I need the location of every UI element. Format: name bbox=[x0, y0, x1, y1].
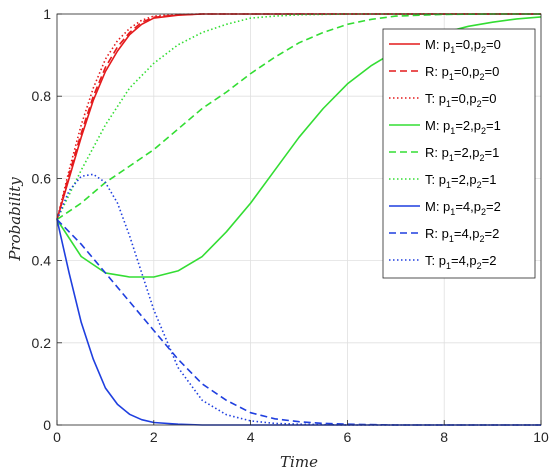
x-tick-label: 10 bbox=[533, 429, 549, 445]
legend-entry: M: p1=2,p2=1 bbox=[425, 118, 501, 136]
axis-ticks: 0 2 4 6 8 10 0 0.2 0.4 0.6 0.8 1 bbox=[32, 6, 549, 445]
x-tick-label: 6 bbox=[344, 429, 352, 445]
legend-entry: T: p1=2,p2=1 bbox=[425, 172, 497, 190]
legend-entry: T: p1=4,p2=2 bbox=[425, 253, 497, 271]
legend-entry: M: p1=0,p2=0 bbox=[425, 37, 501, 55]
y-tick-label: 1 bbox=[43, 6, 51, 22]
legend-entry: M: p1=4,p2=2 bbox=[425, 199, 501, 217]
x-tick-label: 0 bbox=[53, 429, 61, 445]
legend-entry: T: p1=0,p2=0 bbox=[425, 91, 497, 109]
y-tick-label: 0.2 bbox=[32, 335, 52, 351]
x-tick-label: 4 bbox=[247, 429, 255, 445]
y-tick-label: 0 bbox=[43, 417, 51, 433]
x-tick-label: 2 bbox=[150, 429, 158, 445]
x-axis-title: Time bbox=[280, 453, 318, 471]
series-line bbox=[56, 13, 541, 220]
y-axis-title: Probability bbox=[6, 177, 24, 262]
y-tick-label: 0.6 bbox=[32, 170, 52, 186]
series-line bbox=[56, 13, 541, 221]
series-line bbox=[56, 173, 541, 426]
legend-entry: R: p1=2,p2=1 bbox=[425, 145, 499, 163]
plot-frame bbox=[56, 13, 542, 426]
series-line bbox=[56, 16, 542, 278]
legend-entry: R: p1=0,p2=0 bbox=[425, 64, 499, 82]
legend-entry: R: p1=4,p2=2 bbox=[425, 226, 499, 244]
x-tick-label: 8 bbox=[440, 429, 448, 445]
legend-box bbox=[382, 28, 536, 279]
y-tick-label: 0.8 bbox=[32, 88, 52, 104]
legend: M: p1=0,p2=0 R: p1=0,p2=0 T: p1=0,p2=0 M: p… bbox=[382, 28, 536, 279]
y-tick-label: 0.4 bbox=[32, 253, 52, 269]
